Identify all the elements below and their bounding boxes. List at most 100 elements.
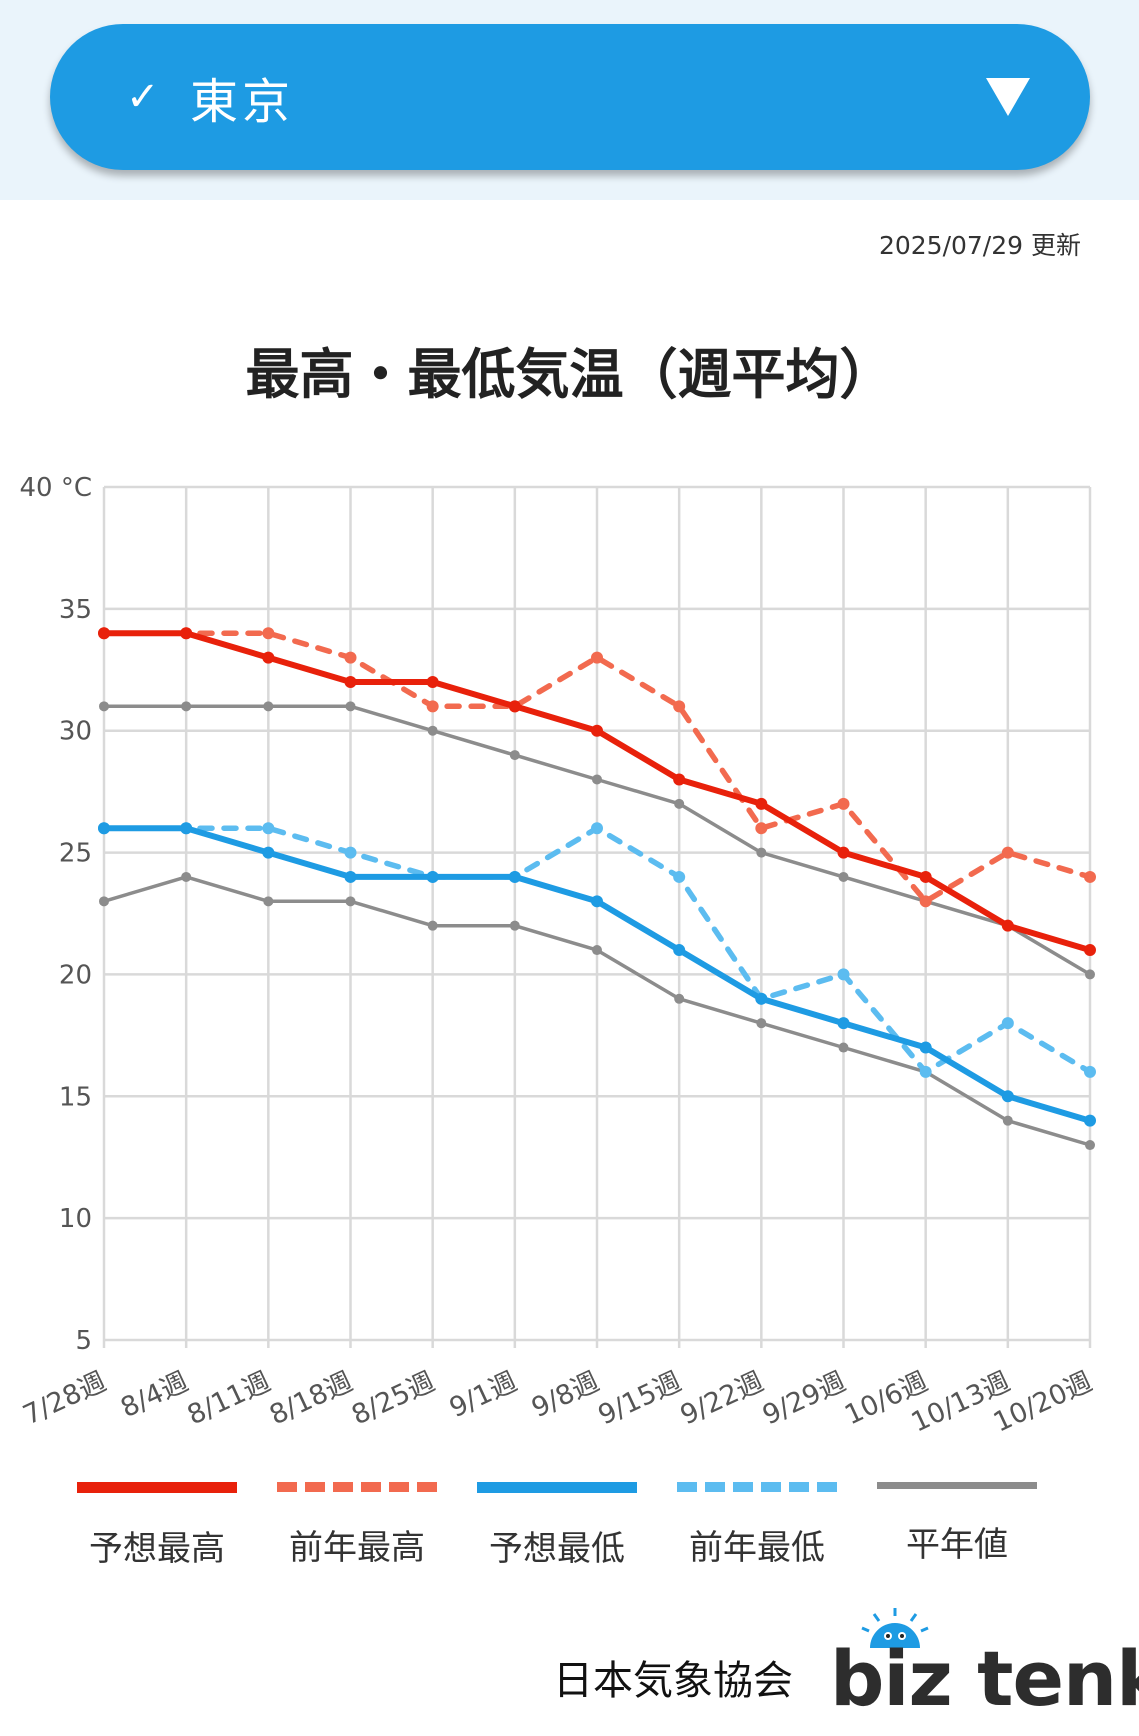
x-tick-label: 8/18週: [265, 1366, 358, 1431]
data-point: [262, 822, 275, 835]
data-point: [180, 627, 193, 640]
data-point: [1001, 919, 1014, 932]
data-point: [344, 651, 357, 664]
data-point: [98, 627, 110, 640]
legend-label: 予想最高: [89, 1529, 225, 1569]
updated-timestamp: 2025/07/29 更新: [878, 231, 1081, 260]
data-point: [673, 944, 686, 957]
data-point: [99, 701, 109, 712]
brand-logo: biz tenki: [830, 1608, 1139, 1723]
legend-item: 予想最高: [72, 1470, 242, 1570]
y-tick-label: 30: [59, 717, 92, 747]
temperature-chart: 5 10 15 20 25 30 35 40 °C 7/28週 8/4週8/11週8/18週8/2…: [18, 473, 1097, 1439]
data-point: [919, 1041, 932, 1054]
x-tick-label: 8/25週: [347, 1366, 440, 1431]
data-point: [1085, 1140, 1095, 1151]
check-icon: ✓: [126, 74, 160, 120]
chart-legend: 予想最高 前年最高 予想最低 前年最低 平年値: [0, 1470, 1139, 1570]
legend-label: 前年最高: [289, 1528, 425, 1568]
data-point: [262, 846, 275, 859]
data-point: [262, 627, 275, 640]
data-point: [1084, 1114, 1096, 1127]
data-point: [1001, 846, 1014, 859]
x-tick-label: 9/29週: [758, 1366, 851, 1431]
legend-swatch: [677, 1482, 837, 1492]
data-point: [426, 675, 439, 688]
data-point: [344, 675, 357, 688]
data-point: [345, 896, 356, 907]
data-point: [1085, 969, 1095, 980]
data-point: [344, 846, 357, 859]
data-point: [263, 896, 274, 907]
y-tick-label: 10: [59, 1204, 92, 1234]
data-point: [1084, 1065, 1096, 1078]
x-tick-label: 9/8週: [527, 1366, 604, 1424]
data-point: [1001, 1017, 1014, 1030]
data-point: [919, 1065, 932, 1078]
data-point: [98, 822, 110, 835]
data-point: [1001, 1090, 1014, 1103]
data-point: [591, 822, 603, 835]
data-point: [756, 847, 767, 858]
y-tick-label: 35: [59, 595, 92, 625]
chart-title: 最高・最低気温（週平均）: [245, 343, 894, 406]
data-point: [673, 700, 686, 713]
data-point: [837, 846, 850, 859]
x-tick-label: 7/28週: [18, 1366, 111, 1431]
data-point: [263, 701, 274, 712]
data-point: [592, 945, 602, 956]
data-point: [837, 797, 850, 810]
data-point: [1002, 1115, 1013, 1126]
brand-name: biz tenki: [830, 1634, 1139, 1723]
x-tick-label: 8/4週: [116, 1366, 193, 1424]
legend-label: 平年値: [906, 1525, 1008, 1565]
data-point: [180, 822, 193, 835]
data-point: [1084, 944, 1096, 957]
data-point: [427, 725, 438, 736]
data-point: [426, 870, 439, 883]
y-tick-label: 25: [59, 839, 92, 869]
data-point: [1084, 870, 1096, 883]
data-point: [509, 750, 520, 761]
org-name: 日本気象協会: [553, 1658, 793, 1704]
data-point: [755, 992, 768, 1005]
legend-item: 平年値: [872, 1470, 1042, 1566]
data-point: [181, 871, 192, 882]
x-tick-label: 9/15週: [594, 1366, 687, 1431]
y-tick-label: 5: [75, 1326, 92, 1356]
data-point: [919, 870, 932, 883]
header-band: ✓ 東京: [0, 0, 1139, 200]
data-point: [755, 822, 768, 835]
data-point: [508, 870, 521, 883]
dropdown-arrow-icon[interactable]: [986, 78, 1030, 116]
x-tick-label: 9/1週: [445, 1366, 522, 1424]
data-point: [838, 1042, 849, 1053]
legend-item: 予想最低: [472, 1470, 642, 1570]
data-point: [673, 870, 686, 883]
data-point: [591, 895, 603, 908]
data-point: [592, 774, 602, 785]
legend-label: 前年最低: [689, 1528, 825, 1568]
location-label: 東京: [190, 74, 295, 130]
data-point: [837, 968, 850, 981]
data-point: [674, 798, 685, 809]
data-point: [755, 797, 768, 810]
x-tick-label: 8/11週: [183, 1366, 276, 1431]
data-point: [427, 920, 438, 931]
legend-item: 前年最低: [672, 1470, 842, 1569]
legend-swatch: [77, 1482, 237, 1493]
x-tick-label: 9/22週: [676, 1366, 769, 1431]
data-point: [919, 895, 932, 908]
y-tick-label: 40 °C: [19, 473, 92, 503]
legend-item: 前年最高: [272, 1470, 442, 1569]
data-point: [344, 870, 357, 883]
data-point: [509, 920, 520, 931]
data-point: [345, 701, 356, 712]
y-tick-label: 15: [59, 1082, 92, 1112]
y-tick-label: 20: [59, 960, 92, 990]
data-point: [99, 896, 109, 907]
location-selector[interactable]: ✓ 東京: [50, 24, 1090, 170]
data-point: [838, 871, 849, 882]
data-point: [837, 1017, 850, 1030]
legend-swatch: [277, 1482, 437, 1492]
